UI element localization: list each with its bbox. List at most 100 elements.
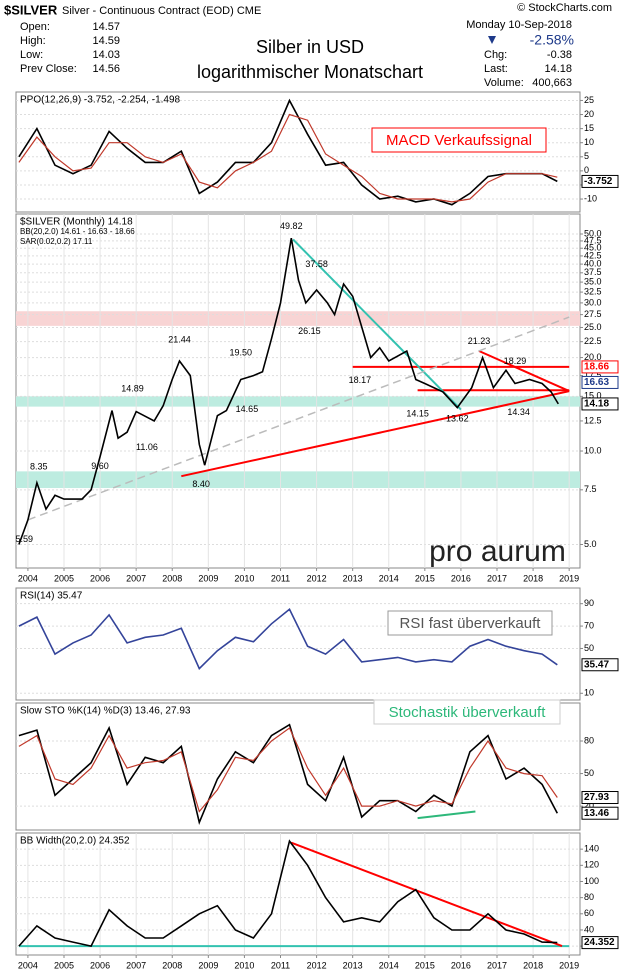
x-tick-label: 2011 (271, 960, 290, 970)
stat-value: 14.18 (544, 63, 572, 75)
y-tick-label: 30.0 (584, 297, 602, 307)
x-tick-label: 2008 (162, 573, 182, 583)
stat-value: -0.38 (547, 49, 572, 61)
band (16, 471, 580, 489)
last-value-box (581, 791, 619, 805)
legend-entry: SAR(0.02,0.2) 17.11 (20, 237, 93, 246)
stat-value: 14.56 (92, 63, 120, 75)
x-tick-label: 2015 (415, 960, 435, 970)
panel-frame (15, 587, 581, 701)
stat-value: 400,663 (532, 77, 572, 89)
y-tick-label: 22.5 (584, 336, 602, 346)
series-line (18, 608, 558, 670)
y-tick-label: 20 (584, 109, 594, 119)
stat-label: High: (20, 35, 46, 47)
y-tick-label: 37.5 (584, 267, 602, 277)
title: Silber in USD (256, 37, 364, 57)
y-tick-label: 10.0 (584, 445, 602, 455)
y-tick-label: 45.0 (584, 243, 602, 253)
note-box (373, 699, 561, 725)
y-tick-label: 90 (584, 598, 594, 608)
band (16, 311, 580, 326)
x-tick-label: 2010 (234, 573, 254, 583)
y-tick-label: 50 (584, 768, 594, 778)
x-tick-label: 2005 (54, 573, 74, 583)
y-tick-label: 15.0 (584, 391, 602, 401)
y-tick-label: 50.0 (584, 228, 602, 238)
y-tick-label: 70 (584, 620, 594, 630)
last-value-label: 14.18 (584, 399, 609, 410)
x-tick-label: 2014 (379, 573, 399, 583)
last-value-label: 13.46 (584, 808, 609, 819)
x-tick-label: 2005 (54, 960, 74, 970)
x-tick-label: 2013 (343, 960, 363, 970)
series-line (18, 113, 558, 203)
x-tick-label: 2006 (90, 573, 110, 583)
value-annotation: 14.34 (507, 407, 530, 417)
value-annotation: 14.15 (406, 409, 429, 419)
copyright: © StockCharts.com (517, 2, 612, 14)
value-annotation: 26.15 (298, 326, 321, 336)
x-tick-label: 2019 (559, 960, 579, 970)
y-tick-label: 20.0 (584, 352, 602, 362)
y-tick-label: 120 (584, 860, 599, 870)
value-annotation: 18.29 (504, 356, 527, 366)
note: Stochastik überverkauft (389, 704, 547, 721)
down-arrow (488, 36, 496, 44)
x-tick-label: 2017 (487, 573, 507, 583)
stat-label: Chg: (484, 49, 507, 61)
y-tick-label: 80 (584, 892, 594, 902)
x-tick-label: 2016 (451, 573, 471, 583)
value-annotation: 19.50 (230, 347, 253, 357)
y-tick-label: 12.5 (584, 415, 602, 425)
y-tick-label: 35.0 (584, 276, 602, 286)
trend-line (290, 841, 563, 948)
y-tick-label: 140 (584, 844, 599, 854)
stat-value: 14.03 (92, 49, 120, 61)
x-tick-label: 2015 (415, 573, 435, 583)
series-line (18, 839, 558, 948)
value-annotation: 5.59 (16, 534, 34, 544)
change-pct: -2.58% (530, 32, 574, 48)
last-value-label: -3.752 (584, 176, 613, 187)
date: Monday 10-Sep-2018 (466, 19, 572, 31)
legend-entry: PPO(12,26,9) -3.752, -2.254, -1.498 (20, 95, 181, 106)
value-annotation: 14.89 (121, 384, 144, 394)
x-tick-label: 2012 (307, 573, 327, 583)
x-tick-label: 2010 (234, 960, 254, 970)
x-tick-label: 2004 (18, 960, 38, 970)
y-tick-label: 40 (584, 924, 594, 934)
trend-line (417, 810, 476, 820)
note: MACD Verkaufssignal (386, 132, 532, 149)
stat-value: 14.57 (92, 21, 120, 33)
note-box (371, 127, 547, 153)
note: RSI fast überverkauft (400, 615, 542, 632)
value-annotation: 37.58 (305, 259, 328, 269)
x-tick-label: 2009 (198, 960, 218, 970)
legend-entry: BB Width(20,2.0) 24.352 (20, 836, 130, 847)
trend-line (478, 350, 570, 393)
series-line (18, 98, 558, 206)
y-tick-label: 7.5 (584, 484, 597, 494)
stat-label: Prev Close: (20, 63, 77, 75)
legend-entry: $SILVER (Monthly) 14.18 (20, 217, 133, 228)
last-value-box (581, 658, 619, 672)
value-annotation: 9.60 (91, 461, 109, 471)
y-tick-label: 5 (584, 151, 589, 161)
x-tick-label: 2008 (162, 960, 182, 970)
band (16, 396, 580, 407)
x-tick-label: 2007 (126, 573, 146, 583)
last-value-box (581, 360, 619, 374)
stat-label: Volume: (484, 77, 524, 89)
x-tick-label: 2006 (90, 960, 110, 970)
note: pro aurum (429, 535, 566, 568)
x-tick-label: 2018 (523, 960, 543, 970)
trend-line (292, 238, 462, 411)
y-tick-label: 50 (584, 643, 594, 653)
series-line (18, 723, 559, 825)
stat-label: Last: (484, 63, 508, 75)
legend-entry: BB(20,2.0) 14.61 - 16.63 - 18.66 (20, 227, 135, 236)
y-tick-label: 20 (584, 800, 594, 810)
y-tick-label: 25.0 (584, 322, 602, 332)
